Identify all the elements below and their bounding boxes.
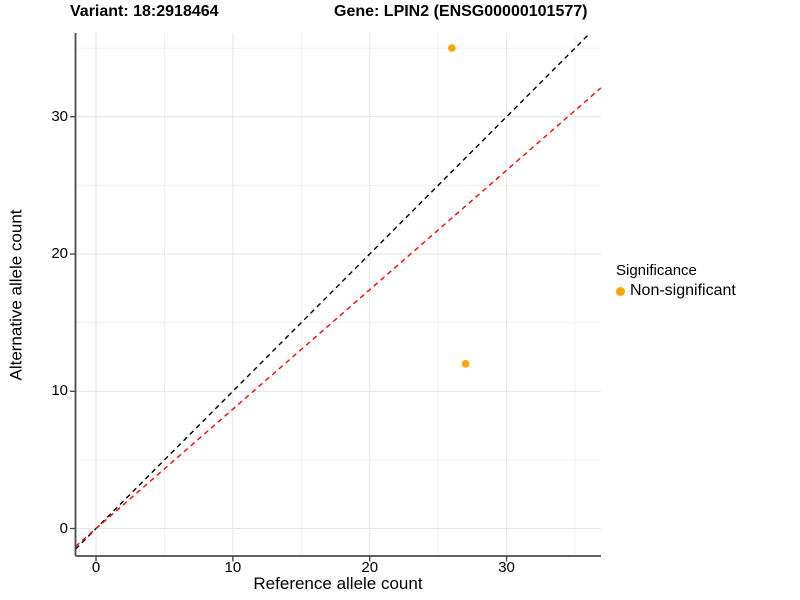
legend-title: Significance <box>616 262 697 279</box>
x-axis-title: Reference allele count <box>253 574 423 593</box>
y-tick-label: 30 <box>51 107 68 125</box>
legend-item-label: Non-significant <box>630 282 736 299</box>
legend: Significance Non-significant <box>616 262 736 300</box>
y-tick-label: 0 <box>59 519 68 537</box>
x-tick-label: 30 <box>498 559 515 576</box>
reference-lines <box>75 33 601 550</box>
y-axis-title-wrap: Alternative allele count <box>2 0 32 589</box>
identity-line <box>75 33 592 550</box>
legend-key-dot-icon <box>616 286 625 296</box>
plot-title-variant: Variant: 18:2918464 <box>70 3 219 20</box>
y-tick-label: 20 <box>51 245 68 262</box>
x-tick-label: 0 <box>91 559 101 576</box>
legend-item-non-significant: Non-significant <box>616 282 736 300</box>
y-axis-title: Alternative allele count <box>7 208 27 381</box>
x-tick-label: 20 <box>361 559 379 576</box>
y-tick-label: 10 <box>51 382 68 400</box>
x-tick-label: 10 <box>224 559 242 576</box>
plot-title-gene: Gene: LPIN2 (ENSG00000101577) <box>334 3 588 20</box>
data-point <box>461 360 470 368</box>
data-point <box>448 44 456 52</box>
panel-background <box>75 33 601 556</box>
